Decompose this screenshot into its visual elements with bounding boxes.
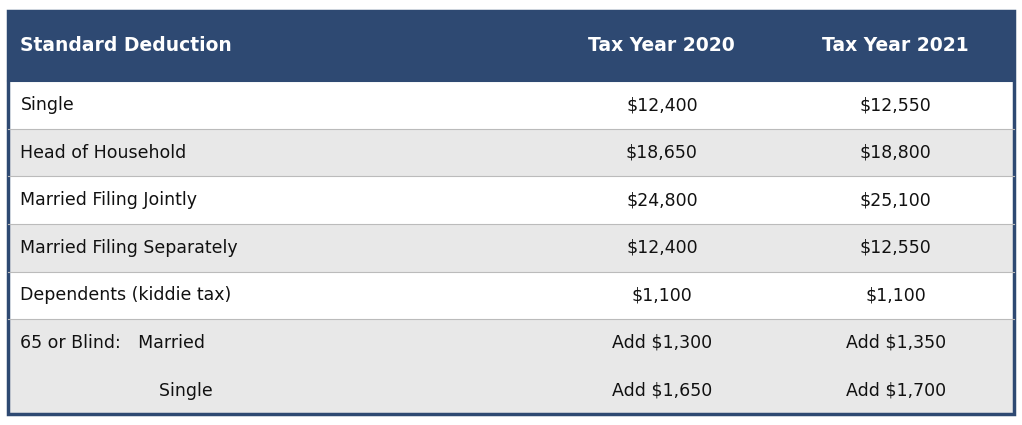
Bar (8, 272, 1014, 319)
Text: $12,550: $12,550 (860, 239, 931, 257)
Text: Tax Year 2020: Tax Year 2020 (589, 37, 735, 55)
Bar (8, 11, 1014, 81)
Text: Add $1,650: Add $1,650 (612, 382, 712, 400)
Text: Add $1,350: Add $1,350 (845, 334, 945, 352)
Bar (8, 319, 1014, 414)
Text: Add $1,700: Add $1,700 (845, 382, 945, 400)
Text: Add $1,300: Add $1,300 (612, 334, 712, 352)
Text: Tax Year 2021: Tax Year 2021 (823, 37, 969, 55)
Text: $12,550: $12,550 (860, 96, 931, 114)
Text: $1,100: $1,100 (866, 286, 926, 304)
Text: $12,400: $12,400 (626, 96, 698, 114)
Bar (8, 81, 1014, 129)
Text: Standard Deduction: Standard Deduction (20, 37, 232, 55)
Text: $18,800: $18,800 (860, 144, 931, 162)
Text: Single: Single (20, 382, 214, 400)
Text: Head of Household: Head of Household (20, 144, 187, 162)
Text: 65 or Blind: Married: 65 or Blind: Married (20, 334, 205, 352)
Bar (8, 176, 1014, 224)
Bar (8, 129, 1014, 176)
Text: $24,800: $24,800 (626, 191, 698, 209)
Text: $1,100: $1,100 (632, 286, 692, 304)
Text: Dependents (kiddie tax): Dependents (kiddie tax) (20, 286, 232, 304)
Text: Married Filing Separately: Married Filing Separately (20, 239, 238, 257)
Text: $12,400: $12,400 (626, 239, 698, 257)
Text: Single: Single (20, 96, 75, 114)
Text: $18,650: $18,650 (625, 144, 698, 162)
Bar (8, 224, 1014, 272)
Text: Married Filing Jointly: Married Filing Jointly (20, 191, 197, 209)
Text: $25,100: $25,100 (860, 191, 931, 209)
